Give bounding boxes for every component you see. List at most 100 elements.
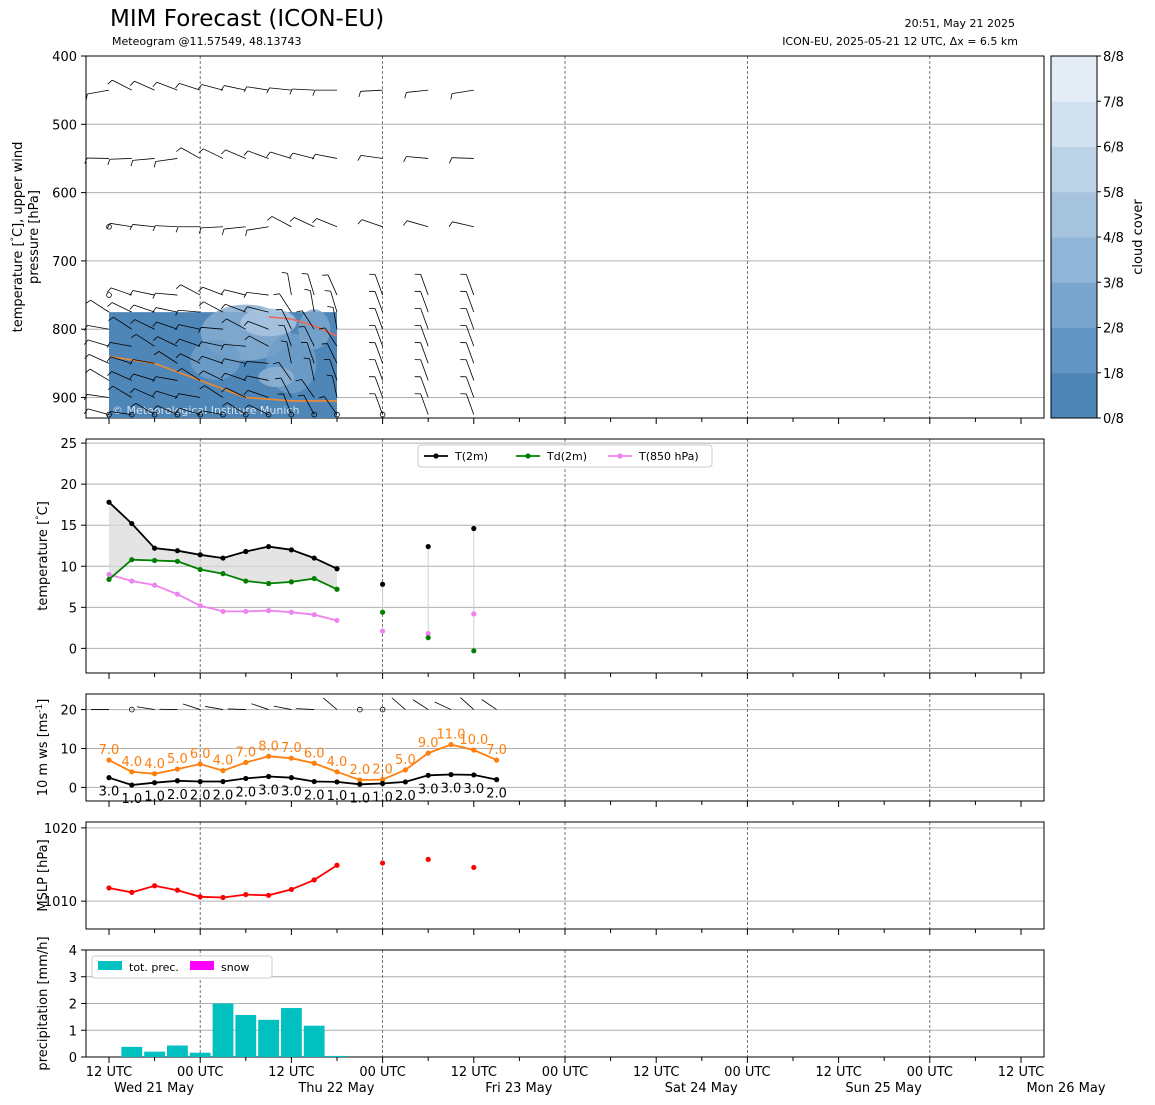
wind-barb-flag [106, 223, 111, 229]
series-t-850-hpa--point [471, 611, 477, 617]
wind-barb-flag [296, 310, 303, 313]
colorbar-segment [1051, 237, 1097, 283]
wind-barb-flag [243, 361, 248, 367]
legend-marker [525, 453, 531, 459]
series-t-2m--point [243, 548, 249, 555]
colorbar-tick-label: 4/8 [1103, 231, 1124, 246]
precip-bar [281, 1008, 302, 1057]
wind-barb [465, 308, 475, 330]
time-tick-label: 12 UTC [998, 1065, 1044, 1080]
wind-barb [286, 341, 292, 364]
dewpoint-spread-area [109, 502, 337, 590]
series-td-2m--point [380, 609, 386, 615]
wind-barb-flag [243, 86, 248, 93]
wind-barb-flag [83, 408, 89, 414]
time-tick-label: 12 UTC [86, 1065, 132, 1080]
series-t-2m--point [425, 543, 431, 550]
day-label: Sun 25 May [845, 1081, 922, 1096]
series-wind-gust [108, 743, 497, 781]
series-td-2m--point [334, 586, 340, 592]
wind-barb-flag [275, 377, 282, 380]
wind-barb [309, 358, 315, 381]
mean-wind-data-label: 2.0 [486, 787, 507, 802]
series-wind-mean-point [106, 775, 112, 781]
wind-barb [247, 389, 269, 398]
colorbar-tick-label: 7/8 [1103, 95, 1124, 110]
series-wind-mean-point [402, 779, 408, 785]
wind-barb [465, 291, 475, 313]
series-mslp-point [334, 862, 340, 868]
wind-barb-flag [358, 91, 362, 98]
wind-barb-flag [197, 341, 202, 347]
wind-barb-flag [107, 371, 112, 376]
temperature-ytick-label: 10 [60, 560, 77, 575]
mean-wind-data-label: 3.0 [281, 785, 302, 800]
series-td-2m--point [471, 648, 477, 654]
cloud-cover-patch [190, 339, 241, 380]
series-wind-gust-point [197, 761, 203, 767]
legend-entry: T(850 hPa) [638, 450, 699, 463]
calm-wind-marker [243, 411, 249, 418]
wind-barb [110, 356, 132, 364]
wind-barb-flag [221, 318, 227, 324]
wind-barb-flag [198, 286, 203, 292]
wind-barb [360, 89, 383, 92]
precip-ytick-label: 1 [69, 1024, 77, 1039]
colorbar-segment [1051, 146, 1097, 193]
series-wind-gust-point [174, 766, 180, 772]
gust-data-label: 6.0 [190, 747, 211, 762]
colorbar-tick-label: 2/8 [1103, 322, 1124, 337]
gust-data-label: 7.0 [99, 743, 120, 758]
wind-barb [180, 353, 201, 364]
wind-barb [292, 88, 315, 91]
chart-title: MIM Forecast (ICON-EU) [110, 6, 385, 32]
wind-barb-flag [130, 402, 136, 408]
series-t-2m--point [152, 545, 158, 551]
wind-barb [374, 342, 383, 364]
series-t-2m--point [106, 499, 112, 505]
wind-barb-flag [83, 339, 89, 345]
gust-data-label: 7.0 [235, 745, 256, 760]
wind-barb-flag [312, 218, 317, 224]
series-mslp-point [266, 892, 272, 898]
wind-barb [324, 396, 338, 415]
precip-bar [167, 1045, 188, 1057]
upper-wind-barbs [83, 79, 475, 417]
series-wind-gust-point [494, 757, 500, 763]
wind-barb-flag [152, 405, 158, 411]
wind-barb [406, 220, 429, 228]
series-wind-gust-point [334, 769, 340, 775]
wind-barb [406, 89, 429, 93]
wind-barb-flag [197, 84, 203, 90]
wind-barb [180, 147, 201, 159]
series-wind-mean-point [152, 780, 158, 786]
wind-barb [420, 274, 429, 296]
mean-wind-data-label: 1.0 [327, 789, 348, 804]
series-wind-mean-point [129, 782, 135, 788]
calm-wind-marker [379, 411, 386, 418]
wind-barb [391, 697, 406, 710]
wind-barb [451, 157, 474, 159]
wind-barb [112, 79, 132, 91]
colorbar-label: cloud cover [1131, 199, 1146, 275]
wind-barb-flag [199, 385, 205, 390]
series-td-2m--point [106, 576, 112, 583]
time-tick-label: 00 UTC [542, 1065, 588, 1080]
gust-data-label: 11.0 [437, 728, 466, 743]
wind-barb-flag [107, 159, 111, 166]
wind-barb [182, 703, 201, 710]
series-t-2m--point [288, 547, 294, 553]
wind-ylabel: 10 m ws [ms-1] [35, 699, 51, 797]
wind-barb [135, 402, 155, 415]
wind-barb [332, 307, 338, 330]
wind-barb [271, 216, 292, 228]
wind-barb-flag [175, 393, 179, 400]
gust-data-label: 4.0 [213, 754, 234, 769]
series-wind-gust-point [448, 741, 454, 748]
wind-barb [87, 324, 110, 330]
wind-barb-flag [357, 155, 362, 161]
series-mslp-point [380, 860, 386, 866]
series-mslp-point [174, 887, 180, 893]
precip-bar [121, 1046, 143, 1057]
series-wind-mean-point [357, 781, 363, 787]
